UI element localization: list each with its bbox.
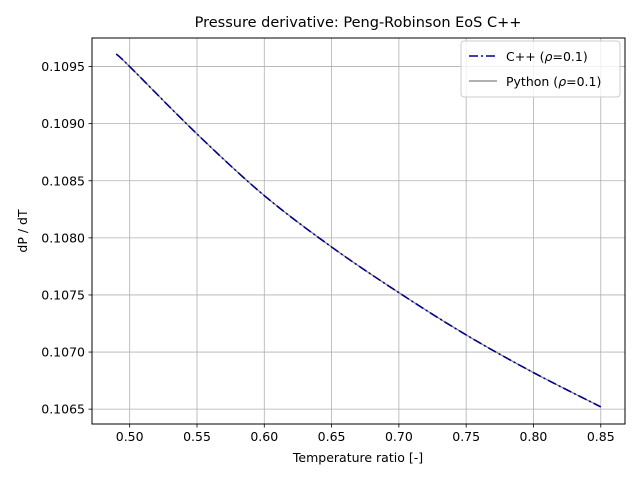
y-tick-label: 0.1095 (41, 59, 85, 74)
x-tick-label: 0.60 (250, 429, 278, 444)
grid (92, 38, 625, 424)
legend-entry-python: Python (ρ=0.1) (469, 74, 601, 89)
legend-label-python: Python (ρ=0.1) (506, 74, 601, 89)
y-tick-label: 0.1085 (41, 173, 85, 188)
legend-box (460, 40, 621, 98)
x-tick-label: 0.80 (520, 429, 548, 444)
x-tick-label: 0.85 (587, 429, 615, 444)
legend: C++ (ρ=0.1) Python (ρ=0.1) (460, 40, 621, 98)
chart-title: Pressure derivative: Peng-Robinson EoS C… (195, 15, 522, 31)
y-tick-label: 0.1075 (41, 287, 85, 302)
x-tick-label: 0.70 (385, 429, 413, 444)
x-tick-label: 0.55 (183, 429, 211, 444)
x-tick-label: 0.50 (116, 429, 144, 444)
x-axis-label: Temperature ratio [-] (292, 450, 423, 465)
plot-frame (91, 37, 626, 425)
y-tick-label: 0.1070 (41, 345, 85, 360)
series-line-cpp (115, 53, 602, 408)
y-tick-label: 0.1080 (41, 230, 85, 245)
y-tick-label: 0.1065 (41, 402, 85, 417)
x-axis: 0.50 0.55 0.60 0.65 0.70 0.75 0.80 0.85 (116, 424, 615, 444)
legend-label-cpp: C++ (ρ=0.1) (506, 49, 588, 64)
x-tick-label: 0.65 (318, 429, 346, 444)
y-axis-label: dP / dT (15, 209, 30, 253)
y-tick-label: 0.1090 (41, 116, 85, 131)
y-axis: 0.1065 0.1070 0.1075 0.1080 0.1085 0.1090 0.10… (41, 59, 92, 417)
x-tick-label: 0.75 (452, 429, 480, 444)
series-layer (115, 53, 602, 408)
legend-entry-cpp: C++ (ρ=0.1) (469, 49, 588, 64)
